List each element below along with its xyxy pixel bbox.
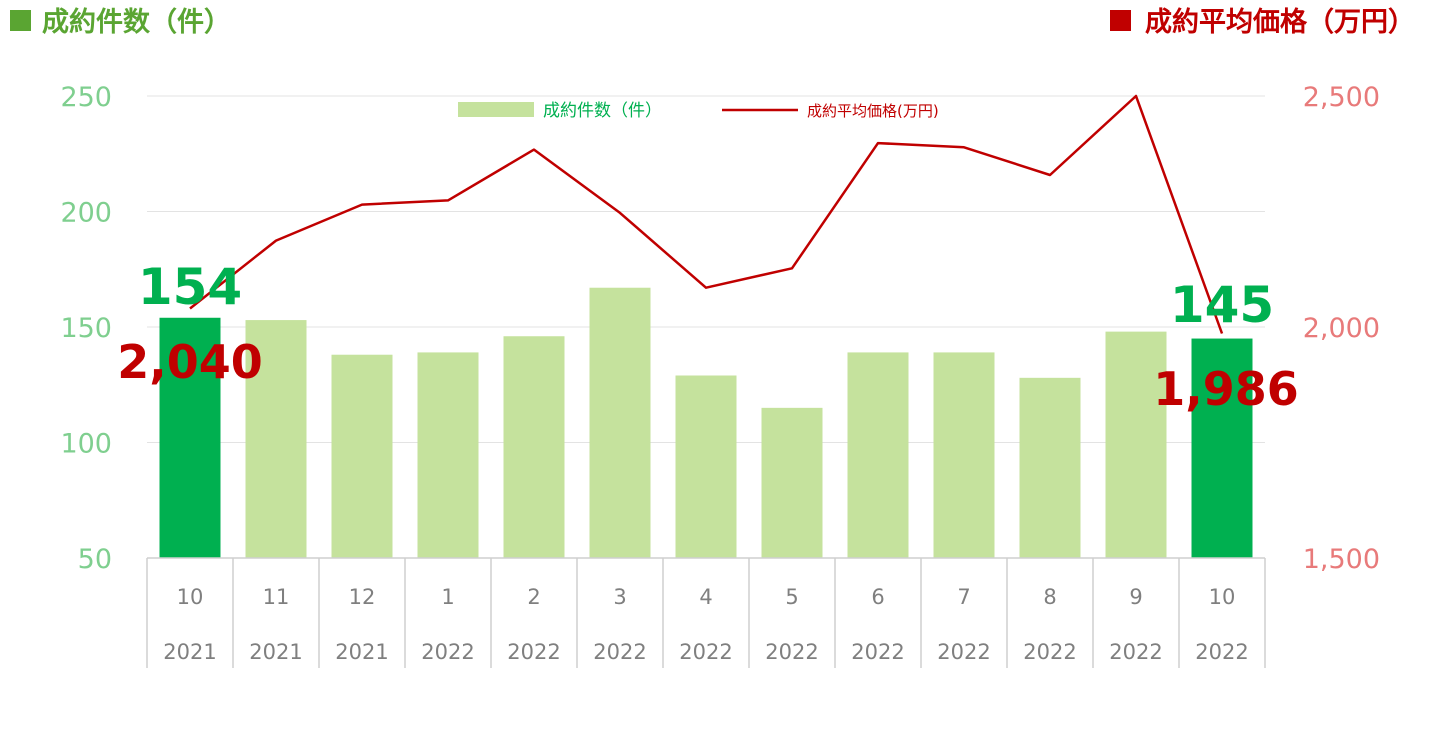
bar xyxy=(761,407,823,558)
x-tick-year: 2021 xyxy=(335,640,388,664)
bar xyxy=(675,375,737,558)
x-tick-year: 2022 xyxy=(679,640,732,664)
x-tick-month: 8 xyxy=(1043,585,1056,609)
y-left-tick-label: 250 xyxy=(60,82,112,113)
legend-bar-swatch xyxy=(458,102,534,117)
bar xyxy=(933,352,995,558)
y-left-tick-label: 200 xyxy=(60,198,112,229)
x-tick-year: 2021 xyxy=(249,640,302,664)
x-tick-year: 2022 xyxy=(593,640,646,664)
data-label-line-last: 1,986 xyxy=(1153,362,1299,416)
x-tick-month: 1 xyxy=(441,585,454,609)
data-label-bar-first: 154 xyxy=(138,258,242,316)
legend-line-label: 成約平均価格(万円) xyxy=(807,102,939,120)
x-tick-month: 5 xyxy=(785,585,798,609)
x-tick-year: 2022 xyxy=(421,640,474,664)
x-tick-month: 10 xyxy=(177,585,204,609)
y-right-tick-label: 2,500 xyxy=(1303,82,1380,113)
x-tick-year: 2022 xyxy=(1195,640,1248,664)
title-left: 成約件数（件） xyxy=(42,6,231,38)
x-tick-year: 2022 xyxy=(1109,640,1162,664)
bar xyxy=(503,336,565,558)
y-left-tick-label: 50 xyxy=(78,544,112,575)
x-tick-year: 2022 xyxy=(765,640,818,664)
x-tick-month: 9 xyxy=(1129,585,1142,609)
x-tick-year: 2022 xyxy=(851,640,904,664)
bar xyxy=(245,320,307,558)
x-tick-year: 2022 xyxy=(507,640,560,664)
data-label-bar-last: 145 xyxy=(1170,276,1274,334)
bar xyxy=(1191,338,1253,558)
y-right-tick-label: 2,000 xyxy=(1303,313,1380,344)
x-tick-year: 2022 xyxy=(1023,640,1076,664)
y-axis-left: 50 100 150 200 250 xyxy=(60,82,112,575)
bar xyxy=(417,352,479,558)
x-tick-month: 11 xyxy=(263,585,290,609)
title-left-square-icon xyxy=(10,10,31,31)
y-left-tick-label: 150 xyxy=(60,313,112,344)
x-tick-month: 2 xyxy=(527,585,540,609)
bar xyxy=(159,317,221,558)
bar xyxy=(1019,377,1081,558)
line-path xyxy=(189,94,1224,334)
bar xyxy=(847,352,909,558)
title-right: 成約平均価格（万円） xyxy=(1145,6,1415,38)
x-tick-month: 7 xyxy=(957,585,970,609)
legend-bar-label: 成約件数（件） xyxy=(543,101,662,121)
title-right-square-icon xyxy=(1110,10,1131,31)
x-tick-month: 3 xyxy=(613,585,626,609)
bar xyxy=(331,354,393,558)
y-right-tick-label: 1,500 xyxy=(1303,544,1380,575)
x-tick-month: 12 xyxy=(349,585,376,609)
x-tick-month: 4 xyxy=(699,585,712,609)
x-tick-month: 10 xyxy=(1209,585,1236,609)
legend: 成約件数（件） 成約平均価格(万円) xyxy=(458,101,939,121)
x-axis: 10 2021 11 2021 12 2021 1 2022 2 2022 3 2022 4 2022 5 2… xyxy=(146,557,1266,668)
bar-series xyxy=(159,287,1253,558)
bar xyxy=(1105,331,1167,558)
y-axis-right: 1,500 2,000 2,500 xyxy=(1303,82,1380,575)
x-tick-year: 2021 xyxy=(163,640,216,664)
line-series xyxy=(189,94,1224,334)
y-left-tick-label: 100 xyxy=(60,429,112,460)
x-tick-year: 2022 xyxy=(937,640,990,664)
bar xyxy=(589,287,651,558)
data-label-line-first: 2,040 xyxy=(117,335,263,389)
x-tick-month: 6 xyxy=(871,585,884,609)
data-labels: 154 145 2,040 1,986 xyxy=(117,258,1299,416)
